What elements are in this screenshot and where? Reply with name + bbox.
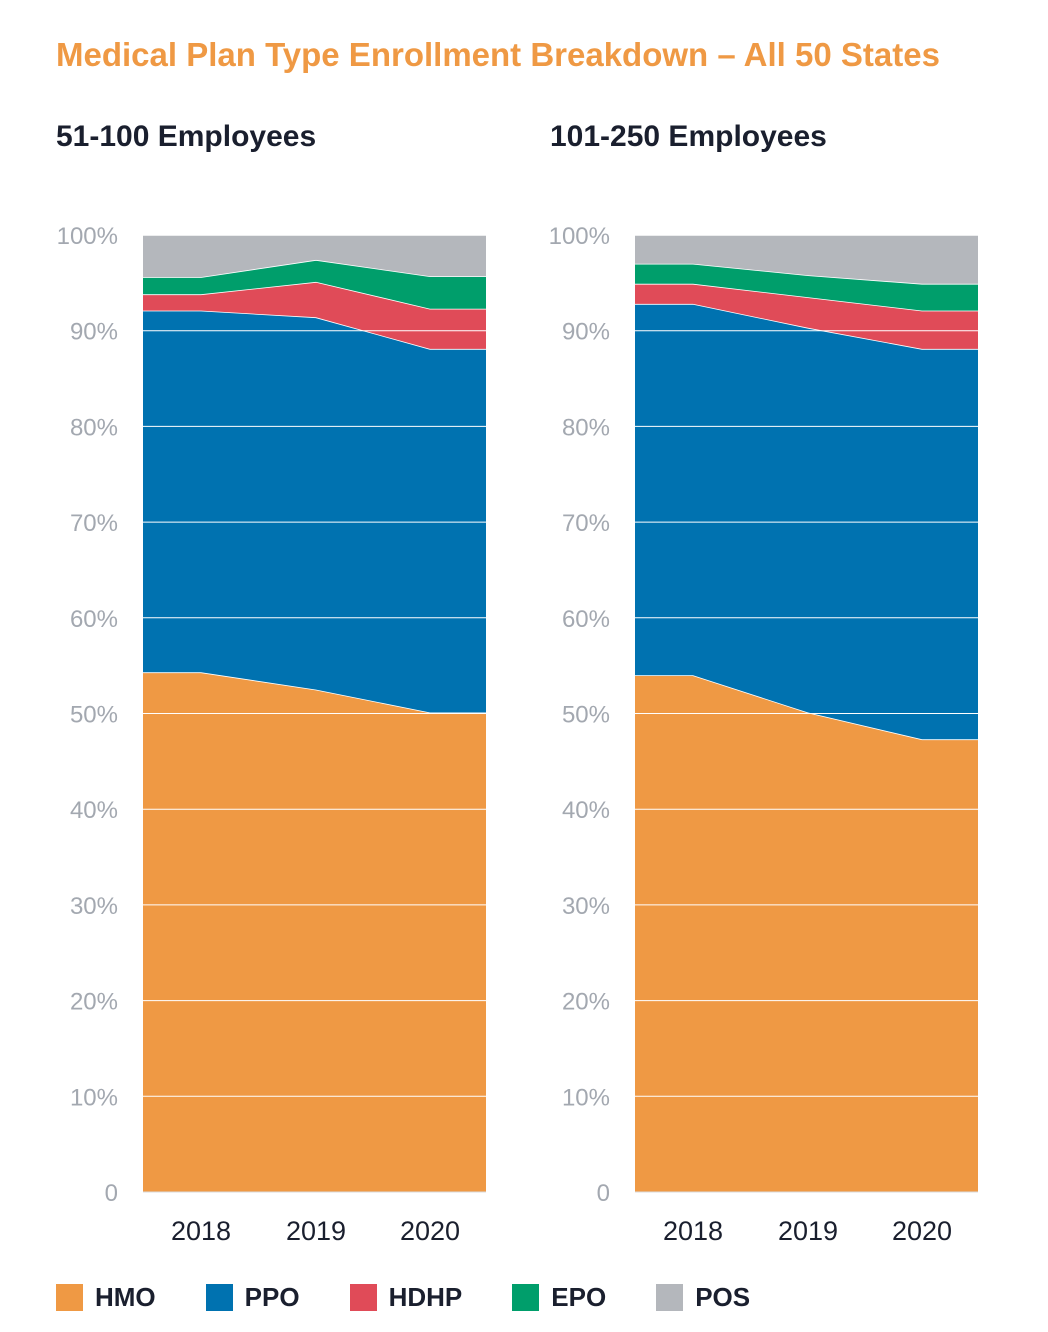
y-tick-label-101-250: 40% bbox=[562, 797, 610, 824]
y-tick-label-51-100: 20% bbox=[70, 989, 118, 1016]
chart-title-51-100: 51-100 Employees bbox=[56, 120, 317, 153]
legend-swatch-epo bbox=[512, 1283, 540, 1311]
area-hmo-101-250 bbox=[635, 675, 978, 1192]
x-tick-label-101-250: 2020 bbox=[892, 1216, 952, 1246]
legend-item-hdhp: HDHP bbox=[349, 1281, 463, 1313]
y-tick-label-51-100: 60% bbox=[70, 606, 118, 633]
y-tick-label-101-250: 10% bbox=[562, 1084, 610, 1111]
y-tick-label-101-250: 60% bbox=[562, 606, 610, 633]
chart-title-101-250: 101-250 Employees bbox=[550, 120, 827, 153]
area-hmo-51-100 bbox=[143, 672, 486, 1192]
legend-label-pos: POS bbox=[695, 1281, 751, 1312]
area-epo-101-250 bbox=[635, 263, 978, 311]
legend-swatch-ppo bbox=[205, 1283, 233, 1311]
y-tick-label-51-100: 70% bbox=[70, 510, 118, 537]
y-tick-label-101-250: 100% bbox=[549, 223, 610, 250]
x-tick-label-101-250: 2019 bbox=[778, 1216, 838, 1246]
legend-label-hdhp: HDHP bbox=[388, 1281, 463, 1312]
y-tick-label-51-100: 100% bbox=[57, 223, 118, 250]
legend-label-epo: EPO bbox=[551, 1281, 607, 1312]
y-tick-label-51-100: 0 bbox=[105, 1180, 118, 1207]
legend-item-ppo: PPO bbox=[205, 1281, 300, 1313]
page-title: Medical Plan Type Enrollment Breakdown –… bbox=[56, 36, 940, 73]
x-tick-label-51-100: 2018 bbox=[171, 1216, 231, 1246]
y-tick-label-51-100: 40% bbox=[70, 797, 118, 824]
legend-swatch-pos bbox=[656, 1283, 684, 1311]
y-tick-label-51-100: 80% bbox=[70, 414, 118, 441]
y-tick-label-101-250: 30% bbox=[562, 893, 610, 920]
legend: HMO PPO HDHP EPO POS bbox=[56, 1280, 800, 1314]
y-tick-label-51-100: 30% bbox=[70, 893, 118, 920]
legend-swatch-hmo bbox=[56, 1283, 83, 1311]
y-tick-label-101-250: 70% bbox=[562, 510, 610, 537]
area-hdhp-51-100 bbox=[143, 281, 486, 349]
legend-label-ppo: PPO bbox=[244, 1281, 300, 1312]
chart-101-250-employees: 0 10% 20% 30% 40% 50% 60% 70% 80% 90% 100% 2018 2019… bbox=[549, 223, 978, 1246]
y-tick-label-101-250: 90% bbox=[562, 319, 610, 346]
area-pos-101-250 bbox=[635, 235, 978, 284]
x-tick-label-51-100: 2019 bbox=[286, 1216, 346, 1246]
y-tick-label-101-250: 80% bbox=[562, 414, 610, 441]
legend-item-pos: POS bbox=[656, 1282, 750, 1313]
legend-label-hmo: HMO bbox=[95, 1281, 156, 1312]
legend-item-hmo: HMO bbox=[56, 1282, 156, 1313]
area-ppo-51-100 bbox=[143, 310, 486, 713]
chart-51-100-employees: 0 10% 20% 30% 40% 50% 60% 70% 80% 90% 100% 2018 2019… bbox=[57, 223, 486, 1246]
x-tick-label-51-100: 2020 bbox=[400, 1216, 460, 1246]
y-tick-label-101-250: 50% bbox=[562, 702, 610, 729]
area-hdhp-101-250 bbox=[635, 283, 978, 349]
x-tick-label-101-250: 2018 bbox=[663, 1216, 723, 1246]
y-tick-label-101-250: 0 bbox=[597, 1180, 610, 1207]
area-pos-51-100 bbox=[143, 235, 486, 278]
legend-item-epo: EPO bbox=[512, 1282, 606, 1313]
y-tick-label-51-100: 90% bbox=[70, 319, 118, 346]
y-tick-label-51-100: 50% bbox=[70, 702, 118, 729]
legend-swatch-hdhp bbox=[349, 1283, 377, 1311]
y-tick-label-51-100: 10% bbox=[70, 1084, 118, 1111]
y-tick-label-101-250: 20% bbox=[562, 989, 610, 1016]
